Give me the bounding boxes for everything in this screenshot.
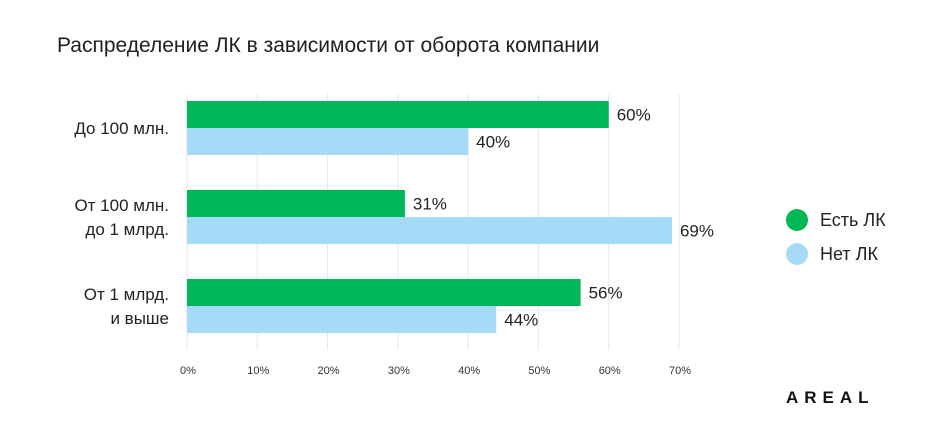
x-tick-label: 20%	[318, 365, 340, 377]
bar-has	[187, 190, 405, 217]
category-labels: До 100 млн. От 100 млн. до 1 млрд. От 1 млр…	[74, 119, 169, 328]
category-label: От 1 млрд.	[84, 285, 169, 304]
x-tick-label: 70%	[669, 365, 691, 377]
legend-item-no: Нет ЛК	[786, 237, 886, 271]
chart-title: Распределение ЛК в зависимости от оборот…	[57, 34, 600, 57]
x-tick-label: 50%	[528, 365, 550, 377]
legend-swatch-no	[786, 243, 808, 265]
x-tick-label: 30%	[388, 365, 410, 377]
brand-logo: AREAL	[786, 388, 875, 407]
bar-no	[187, 306, 497, 333]
bar-value-label: 44%	[504, 311, 538, 330]
bar-no	[187, 217, 672, 244]
bar-value-label: 31%	[413, 195, 447, 214]
bar-has	[187, 279, 581, 306]
legend: Есть ЛК Нет ЛК	[786, 203, 886, 271]
bar-value-label: 69%	[680, 222, 714, 241]
bar-value-label: 56%	[589, 284, 623, 303]
category-label: До 100 млн.	[74, 119, 169, 138]
x-tick-label: 0%	[180, 365, 196, 377]
legend-label-has: Есть ЛК	[820, 209, 886, 230]
x-tick-label: 40%	[458, 365, 480, 377]
category-label: От 100 млн.	[74, 196, 169, 215]
category-label: и выше	[110, 309, 169, 328]
x-tick-label: 60%	[599, 365, 621, 377]
legend-swatch-has	[786, 209, 808, 231]
bar-no	[187, 128, 469, 155]
legend-label-no: Нет ЛК	[820, 243, 878, 264]
category-label: до 1 млрд.	[85, 220, 169, 239]
bar-has	[187, 101, 609, 128]
bars	[187, 101, 672, 333]
bar-value-label: 60%	[617, 106, 651, 125]
bar-value-label: 40%	[476, 133, 510, 152]
x-tick-label: 10%	[247, 365, 269, 377]
legend-item-has: Есть ЛК	[786, 203, 886, 237]
value-labels: 60% 40% 31% 69% 56% 44%	[413, 106, 714, 330]
x-axis-ticks: 0% 10% 20% 30% 40% 50% 60% 70%	[180, 365, 691, 377]
